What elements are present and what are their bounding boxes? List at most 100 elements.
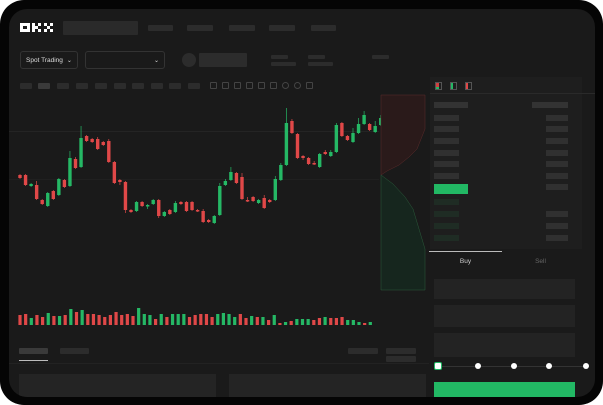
slider-stop-25[interactable] (475, 363, 481, 369)
fullscreen-icon[interactable] (306, 82, 313, 89)
candle[interactable] (279, 165, 283, 180)
orderbook-asks-icon[interactable] (465, 82, 472, 90)
draw-icon[interactable] (234, 82, 241, 89)
candle[interactable] (118, 180, 122, 182)
indicator-icon[interactable] (210, 82, 217, 89)
nav-item[interactable] (229, 25, 255, 31)
candle[interactable] (140, 202, 144, 206)
candle[interactable] (168, 210, 172, 214)
nav-item[interactable] (311, 25, 336, 31)
interval-button[interactable] (188, 83, 200, 89)
candle[interactable] (184, 202, 189, 211)
candle[interactable] (123, 182, 128, 210)
candle[interactable] (79, 138, 83, 167)
last-price[interactable] (434, 184, 468, 194)
total-input[interactable] (434, 333, 575, 357)
chevron-down-icon[interactable] (246, 82, 253, 89)
candle[interactable] (229, 172, 233, 180)
candle[interactable] (290, 121, 294, 133)
candle[interactable] (57, 179, 61, 195)
candle[interactable] (29, 184, 33, 186)
candle[interactable] (145, 205, 150, 207)
candle[interactable] (218, 186, 222, 215)
buy-button[interactable] (434, 382, 575, 397)
candle[interactable] (46, 193, 50, 206)
candle[interactable] (245, 200, 250, 202)
candle[interactable] (329, 152, 333, 156)
candle[interactable] (134, 202, 139, 211)
orderbook-both-icon[interactable] (435, 82, 442, 90)
sell-tab[interactable]: Sell (535, 258, 546, 265)
candle[interactable] (301, 156, 305, 158)
candle[interactable] (356, 124, 361, 133)
candle[interactable] (318, 154, 322, 167)
candle[interactable] (207, 220, 211, 222)
candle[interactable] (195, 210, 200, 212)
slider-stop-75[interactable] (546, 363, 552, 369)
interval-button[interactable] (151, 83, 163, 89)
candle[interactable] (157, 200, 161, 216)
interval-button[interactable] (169, 83, 181, 89)
slider-stop-100[interactable] (583, 363, 589, 369)
candle[interactable] (312, 163, 316, 165)
candle[interactable] (340, 123, 344, 136)
candle[interactable] (284, 123, 289, 165)
candle[interactable] (162, 212, 166, 216)
candle[interactable] (256, 200, 261, 203)
candle[interactable] (262, 198, 266, 208)
amount-input[interactable] (434, 305, 575, 327)
candle[interactable] (62, 180, 67, 187)
candle[interactable] (351, 133, 355, 142)
candle[interactable] (73, 159, 78, 168)
nav-item[interactable] (269, 25, 295, 31)
pair-dropdown[interactable]: ⌄ (85, 51, 165, 69)
search-bar[interactable] (63, 21, 138, 35)
candle[interactable] (112, 162, 117, 183)
candle[interactable] (273, 179, 277, 200)
candle[interactable] (68, 158, 72, 186)
slider-handle[interactable] (434, 362, 442, 370)
candle[interactable] (101, 142, 105, 145)
interval-button[interactable] (57, 83, 69, 89)
candle[interactable] (40, 200, 44, 204)
interval-button[interactable] (76, 83, 88, 89)
candle[interactable] (107, 141, 111, 162)
candle[interactable] (23, 175, 28, 185)
candle[interactable] (90, 139, 94, 142)
interval-button[interactable] (114, 83, 126, 89)
slider-stop-50[interactable] (511, 363, 517, 369)
candle[interactable] (96, 139, 100, 149)
candle[interactable] (212, 216, 216, 223)
bottom-action[interactable] (386, 348, 416, 354)
candle[interactable] (84, 136, 89, 141)
price-input[interactable] (434, 279, 575, 299)
candle[interactable] (179, 202, 183, 204)
bottom-action[interactable] (348, 348, 378, 354)
candle[interactable] (51, 191, 55, 199)
tab-order-history[interactable] (60, 348, 89, 354)
candle[interactable] (240, 177, 244, 199)
candle[interactable] (306, 158, 311, 164)
line-icon[interactable] (258, 82, 265, 89)
candle[interactable] (190, 202, 194, 210)
camera-icon[interactable] (282, 82, 289, 89)
candle[interactable] (373, 126, 377, 132)
interval-button[interactable] (132, 83, 144, 89)
candle[interactable] (295, 134, 300, 158)
candle[interactable] (323, 152, 327, 154)
candle[interactable] (362, 115, 366, 124)
ruler-icon[interactable] (270, 82, 277, 89)
chevron-down-icon[interactable] (222, 82, 229, 89)
buy-tab[interactable]: Buy (459, 258, 472, 265)
orderbook-bids-icon[interactable] (450, 82, 457, 90)
nav-item[interactable] (187, 25, 213, 31)
nav-item[interactable] (148, 25, 173, 31)
settings-icon[interactable] (294, 82, 301, 89)
candle[interactable] (234, 173, 239, 183)
candle[interactable] (251, 197, 255, 201)
tab-open-orders[interactable] (19, 348, 48, 354)
candle[interactable] (223, 181, 228, 185)
spot-trading-dropdown[interactable]: Spot Trading ⌄ (20, 51, 78, 69)
candle[interactable] (18, 175, 22, 178)
candle[interactable] (268, 200, 272, 202)
